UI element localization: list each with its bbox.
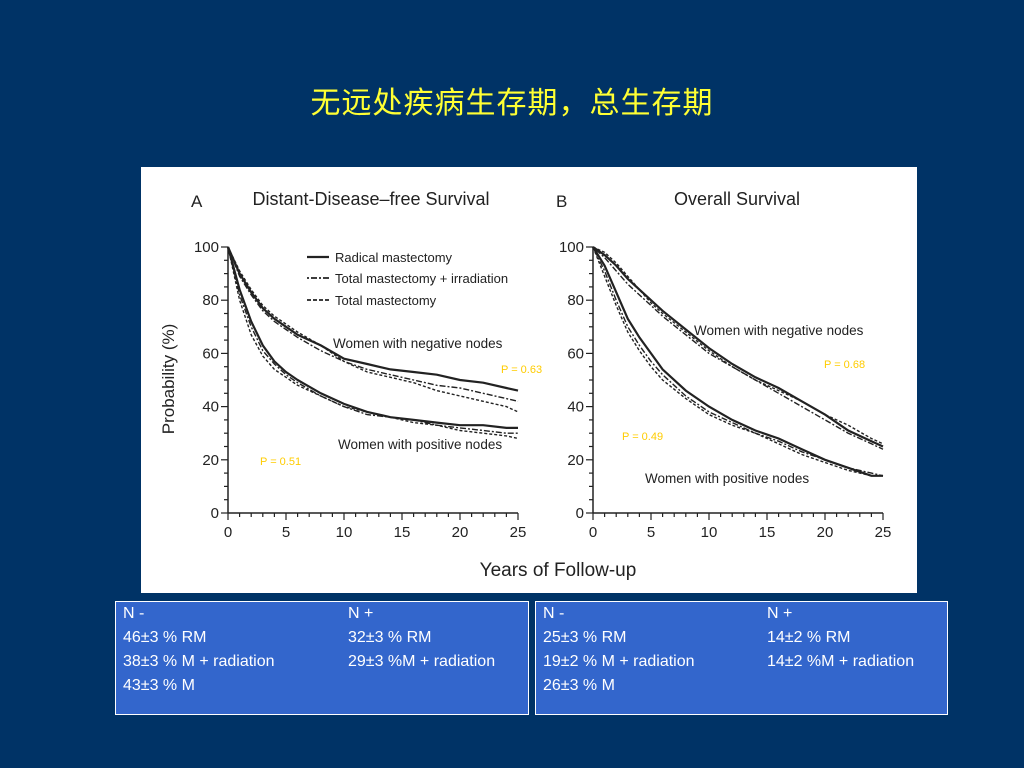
panel-b-positive-radical-line (592, 246, 883, 477)
panel-b-negative-irradiation-line (592, 246, 884, 450)
panel-b-y-tick-label: 60 (567, 345, 584, 362)
stats-box-overall-survival: N -N +25±3 % RM 14±2 % RM 19±2 % M + radi… (535, 601, 948, 715)
p-value-a-positive: P = 0.51 (260, 456, 301, 468)
legend-label-irradiation: Total mastectomy + irradiation (335, 271, 508, 286)
p-value-b-negative: P = 0.68 (824, 359, 865, 371)
panel-a-x-tick-label: 0 (224, 524, 232, 541)
panel-a-negative-total-line (227, 246, 519, 413)
survival-charts: A B Distant-Disease–free Survival Overal… (159, 189, 892, 581)
stats-row: 19±2 % M + radiation 14±2 %M + radiation (543, 650, 947, 674)
panel-b-y-tick-label: 100 (559, 239, 584, 256)
panel-b-x-tick-label: 10 (701, 524, 718, 541)
stats-row: 38±3 % M + radiation 29±3 %M + radiation (123, 650, 528, 674)
panel-a-positive-label: Women with positive nodes (338, 437, 502, 452)
stats-value: 14±2 %M + radiation (767, 653, 915, 670)
panel-a-letter: A (191, 192, 203, 211)
stats-row: 25±3 % RM 14±2 % RM (543, 626, 947, 650)
panel-b-x-tick-label: 15 (759, 524, 776, 541)
stats-header: N - (123, 605, 145, 622)
panel-b-x-tick-label: 0 (589, 524, 597, 541)
panel-b-letter: B (556, 192, 567, 211)
panel-b-x-tick-label: 25 (875, 524, 892, 541)
panel-b-y-tick-label: 40 (567, 399, 584, 416)
p-value-a-negative: P = 0.63 (501, 364, 542, 376)
panel-b-negative-total-line (592, 246, 884, 445)
panel-b-y-tick-label: 0 (576, 505, 584, 522)
stats-value: 26±3 % M (543, 677, 615, 694)
panel-b-x-tick-label: 20 (817, 524, 834, 541)
panel-b-title: Overall Survival (674, 189, 800, 209)
stats-box-distant-disease: N -N +46±3 % RM 32±3 % RM 38±3 % M + radi… (115, 601, 529, 715)
panel-b-positive-label: Women with positive nodes (645, 471, 809, 486)
panel-a-y-tick-label: 60 (202, 345, 219, 362)
legend-label-radical: Radical mastectomy (335, 250, 453, 265)
panel-b-negative-label: Women with negative nodes (694, 323, 864, 338)
panel-b-x-tick-label: 5 (647, 524, 655, 541)
panel-a-y-tick-label: 40 (202, 399, 219, 416)
slide-title: 无远处疾病生存期，总生存期 (310, 86, 714, 121)
y-axis-label: Probability (%) (159, 324, 178, 435)
panel-a-y-tick-label: 0 (211, 505, 219, 522)
stats-row: N - N + (123, 602, 528, 626)
stats-value: 19±2 % M + radiation (543, 653, 695, 670)
panel-b-y-tick-label: 80 (567, 292, 584, 309)
panel-a-x-tick-label: 10 (336, 524, 353, 541)
panel-a-y-tick-label: 20 (202, 452, 219, 469)
panel-a-x-tick-label: 5 (282, 524, 290, 541)
stats-value: 32±3 % RM (348, 629, 432, 646)
panel-a-x-tick-label: 20 (452, 524, 469, 541)
stats-value: 29±3 %M + radiation (348, 653, 496, 670)
stats-value: 25±3 % RM (543, 629, 627, 646)
stats-header: N - (543, 605, 565, 622)
panel-a-y-tick-label: 100 (194, 239, 219, 256)
stats-value: 14±2 % RM (767, 629, 851, 646)
legend-label-total: Total mastectomy (335, 293, 437, 308)
panel-a-y-tick-label: 80 (202, 292, 219, 309)
panel-a-negative-label: Women with negative nodes (333, 336, 503, 351)
stats-value: 38±3 % M + radiation (123, 653, 275, 670)
panel-a-positive-total-line (227, 246, 519, 440)
stats-row: 26±3 % M (543, 674, 947, 698)
panel-a-positive-radical-line (226, 246, 518, 429)
survival-figure: A B Distant-Disease–free Survival Overal… (141, 167, 917, 593)
panel-a-negative-radical-line (226, 246, 519, 392)
p-value-b-positive: P = 0.49 (622, 431, 663, 443)
stats-value: 46±3 % RM (123, 629, 207, 646)
stats-row: N - N + (543, 602, 947, 626)
x-axis-label: Years of Follow-up (480, 560, 637, 581)
stats-header: N + (348, 605, 374, 622)
panel-b-y-tick-label: 20 (567, 452, 584, 469)
stats-row: 46±3 % RM 32±3 % RM (123, 626, 528, 650)
panel-b-negative-radical-line (592, 246, 884, 448)
panel-a-x-tick-label: 15 (394, 524, 411, 541)
stats-row: 43±3 % M (123, 674, 528, 698)
panel-b-positive-total-line (592, 246, 883, 477)
panel-b-positive-irradiation-line (592, 246, 884, 477)
stats-header: N + (767, 605, 793, 622)
panel-a-title: Distant-Disease–free Survival (252, 189, 489, 209)
panel-a-x-tick-label: 25 (510, 524, 527, 541)
stats-value: 43±3 % M (123, 677, 195, 694)
